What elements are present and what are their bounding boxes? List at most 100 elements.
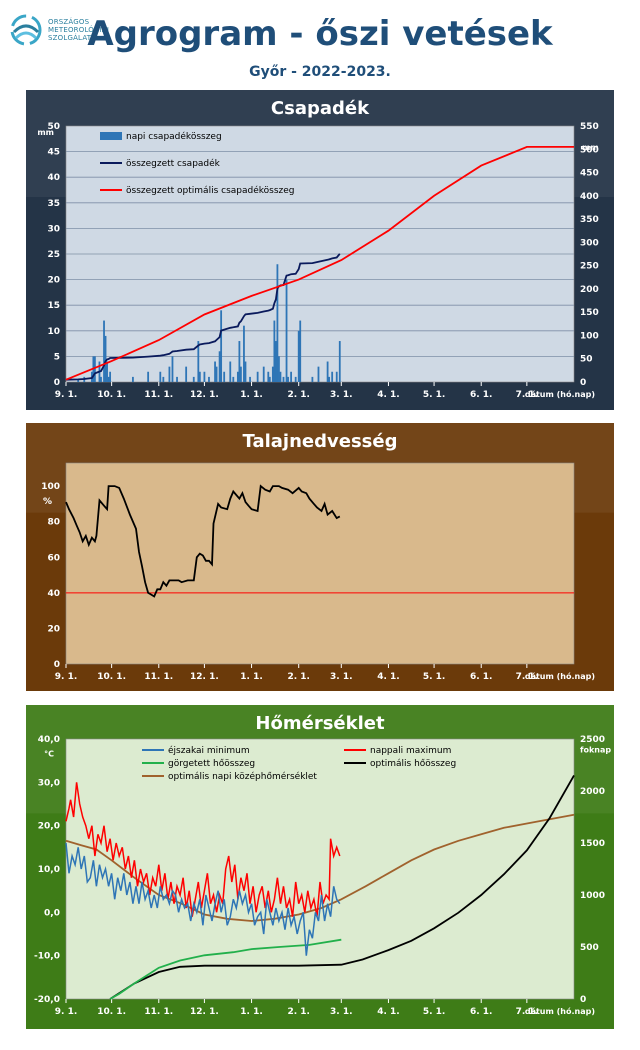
temperature-chart: Hőmérséklet -20,0 -10,0 0,0 10,0 20,0 30,0 40,0… (24, 703, 616, 1031)
precip-daily-bar (271, 366, 274, 382)
precip-y-tick-label: 30 (47, 224, 60, 234)
precip-daily-bar (215, 366, 218, 382)
precip-daily-bar (192, 376, 195, 382)
soil-x-tick-label: 4. 1. (377, 672, 400, 682)
soil-x-tick-label: 12. 1. (190, 672, 219, 682)
precip-x-tick-label: 6. 1. (470, 390, 493, 400)
precip-daily-bar (240, 366, 242, 382)
temp-y-tick-label: 20,0 (38, 822, 60, 832)
soil-x-tick-label: 5. 1. (423, 672, 446, 682)
temp-x-tick-label: 3. 1. (330, 1007, 353, 1017)
oms-logo-text: ORSZÁGOS METEOROLÓGIAI SZOLGÁLAT (48, 18, 109, 42)
precip-daily-bar (331, 371, 334, 382)
precip-daily-bar (285, 279, 288, 382)
precip-x-tick-label: 2. 1. (287, 390, 310, 400)
page-subtitle: Győr - 2022-2023. (249, 64, 391, 80)
precip-y2-tick-label: 300 (580, 238, 599, 248)
temp-legend-optimal-sum-label: optimális hőösszeg (370, 759, 456, 769)
soil-y-tick-label: 40 (47, 589, 60, 599)
soil-x-tick-label: 6. 1. (470, 672, 493, 682)
temp-y2-tick-label: 2500 (580, 735, 605, 745)
precipitation-chart: Csapadék05101520253035404550050100150200… (24, 88, 616, 412)
precip-daily-bar (236, 371, 239, 382)
soil-x-axis-label: dátum (hó.nap) (525, 671, 595, 681)
precip-daily-bar (243, 325, 245, 382)
precip-daily-bar (267, 371, 270, 382)
soil-y-tick-label: 20 (47, 624, 60, 634)
soil-y-axis-label: % (43, 497, 52, 507)
logo-line-3: SZOLGÁLAT (48, 34, 92, 42)
oms-logo-icon (10, 14, 42, 46)
soil-x-tick-label: 7. 1. (516, 672, 539, 682)
temp-y2-tick-label: 1000 (580, 891, 605, 901)
precip-daily-bar (244, 361, 247, 382)
soil-moisture-line (65, 484, 341, 598)
temp-x-tick-label: 12. 1. (190, 1007, 219, 1017)
soil-y-tick-label: 0 (54, 660, 60, 670)
precip-daily-bar (238, 341, 241, 382)
precip-daily-bar (77, 379, 80, 382)
precip-y-axis-label: mm (37, 128, 54, 137)
precip-daily-bar (229, 361, 232, 382)
oms-logo: ORSZÁGOS METEOROLÓGIAI SZOLGÁLAT (8, 12, 128, 52)
soil-x-tick-label: 1. 1. (240, 672, 263, 682)
precip-daily-bar (262, 366, 265, 382)
precip-daily-bar (100, 376, 102, 382)
precip-y2-tick-label: 550 (580, 122, 599, 132)
logo-line-1: ORSZÁGOS (48, 18, 90, 26)
precip-daily-bar (220, 310, 223, 382)
temp-y2-tick-label: 1500 (580, 839, 605, 849)
precip-daily-bar (214, 361, 216, 382)
temp-y-tick-label: 40,0 (38, 735, 60, 745)
precip-daily-bar (171, 356, 174, 382)
precip-y2-tick-label: 350 (580, 215, 599, 225)
temp-x-tick-label: 6. 1. (470, 1007, 493, 1017)
soil-y-tick-label: 60 (47, 553, 60, 563)
precip-daily-bar (104, 335, 107, 382)
precip-daily-bar (294, 376, 297, 382)
temp-y-tick-label: 30,0 (38, 778, 60, 788)
soil-x-tick-label: 2. 1. (287, 672, 310, 682)
precip-daily-bar (223, 371, 226, 382)
precip-daily-bar (338, 341, 341, 382)
precip-y-tick-label: 5 (54, 352, 60, 362)
precip-daily-bar (317, 366, 320, 382)
soil-y-tick-label: 100 (41, 482, 60, 492)
precip-daily-bar (197, 341, 200, 382)
precip-y2-tick-label: 250 (580, 262, 599, 272)
precip-daily-bar (162, 376, 165, 382)
precip-daily-bar (147, 371, 150, 382)
precip-daily-bar (326, 361, 329, 382)
precip-legend-cumulative-label: összegzett csapadék (126, 158, 221, 169)
precip-daily-bar (297, 330, 300, 382)
temp-y2-tick-label: 500 (580, 943, 599, 953)
precip-x-tick-label: 4. 1. (377, 390, 400, 400)
precip-daily-bar (299, 320, 302, 382)
precip-y-tick-label: 40 (47, 173, 60, 183)
precip-daily-bar (107, 376, 110, 382)
precip-daily-bar (132, 376, 134, 382)
precip-daily-bar (159, 371, 162, 382)
logo-line-2: METEOROLÓGIAI (48, 26, 110, 34)
soil-title: Talajnedvesség (243, 431, 398, 452)
soil-x-tick-label: 10. 1. (97, 672, 126, 682)
temp-x-tick-label: 4. 1. (377, 1007, 400, 1017)
temp-y-tick-label: 10,0 (38, 865, 60, 875)
temp-y2-axis-label: foknap (580, 746, 611, 755)
precip-daily-bar (328, 376, 331, 382)
temp-x-tick-label: 1. 1. (240, 1007, 263, 1017)
precip-x-tick-label: 5. 1. (423, 390, 446, 400)
precip-daily-bar (279, 371, 282, 382)
precip-x-axis-label: dátum (hó.nap) (525, 389, 595, 399)
precip-y-tick-label: 25 (47, 250, 60, 260)
precip-daily-bar (203, 371, 206, 382)
precip-x-tick-label: 3. 1. (330, 390, 353, 400)
precip-y-tick-label: 45 (47, 148, 60, 158)
precip-cumulative-line (65, 253, 341, 381)
precip-x-tick-label: 12. 1. (190, 390, 219, 400)
page-title: Agrogram - őszi vetések (87, 14, 553, 54)
temp-x-tick-label: 10. 1. (97, 1007, 126, 1017)
temp-y2-tick-label: 0 (580, 995, 586, 1005)
precip-daily-bar (273, 320, 276, 382)
temp-x-tick-label: 11. 1. (144, 1007, 173, 1017)
